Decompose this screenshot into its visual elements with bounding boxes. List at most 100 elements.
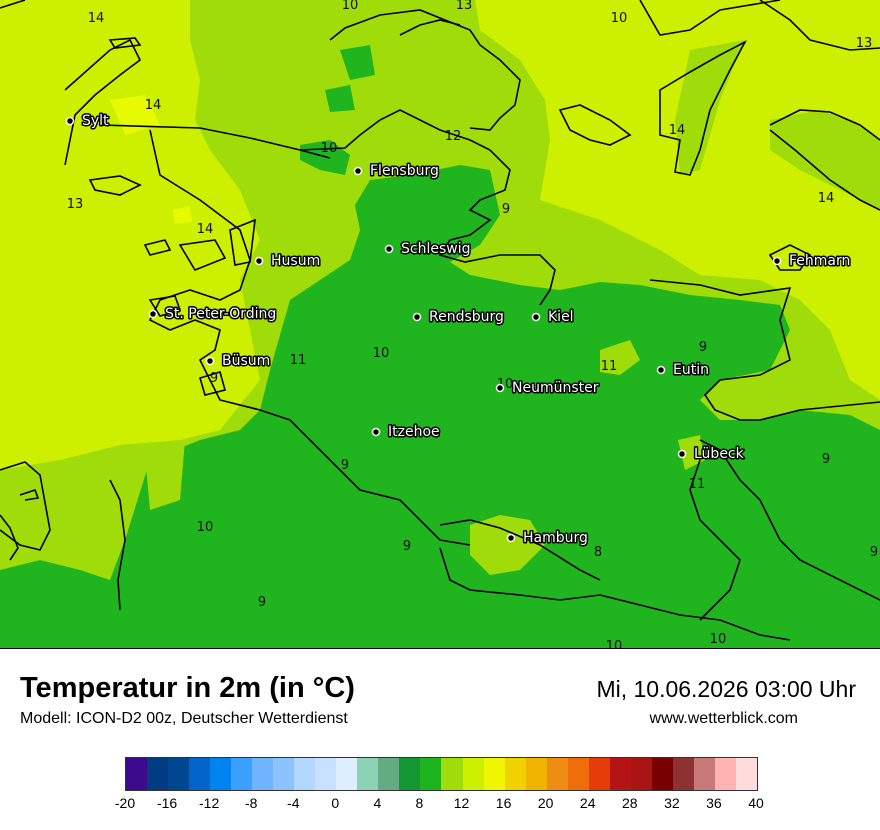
color-swatch (609, 758, 631, 790)
scale-tick-label: 28 (622, 795, 638, 811)
isotherm-label: 9 (502, 202, 510, 217)
color-swatch (252, 758, 274, 790)
city-dot (772, 256, 782, 266)
isotherm-label: 11 (290, 353, 307, 368)
color-swatch (399, 758, 421, 790)
isotherm-label: 9 (258, 595, 266, 610)
city-dot (531, 312, 541, 322)
map-canvas (0, 0, 880, 648)
city-label: Eutin (673, 362, 709, 378)
color-swatch (735, 758, 757, 790)
scale-tick-label: 24 (579, 795, 596, 811)
scale-tick-label: 4 (373, 795, 382, 811)
isotherm-label: 13 (456, 0, 473, 13)
city-marker: Lübeck (677, 445, 746, 464)
color-swatch (714, 758, 736, 790)
city-dot (384, 244, 394, 254)
city-dot (656, 365, 666, 375)
city-marker: Eutin (656, 361, 710, 380)
isotherm-label: 9 (699, 340, 707, 355)
isotherm-label: 14 (145, 98, 162, 113)
isotherm-label: 13 (67, 197, 84, 212)
city-marker: St. Peter-Ording (148, 305, 278, 324)
isotherm-label: 14 (669, 123, 686, 138)
color-swatch (357, 758, 379, 790)
zone-12-inland (600, 340, 640, 375)
city-marker: Itzehoe (371, 423, 441, 442)
city-dot (371, 427, 381, 437)
city-label: Fehmarn (789, 253, 850, 269)
city-dot (506, 533, 516, 543)
scale-tick-label: -4 (287, 795, 300, 811)
city-marker: Sylt (65, 112, 111, 131)
model-info: Modell: ICON-D2 00z, Deutscher Wetterdie… (20, 710, 348, 727)
zone-12-northeast (770, 110, 880, 210)
forecast-datetime: Mi, 10.06.2026 03:00 Uhr (596, 676, 856, 702)
color-scale-ticks: -20 -16 -12 -8 -4 0 4 8 12 16 20 24 28 32 36 40 (0, 795, 880, 815)
isotherm-label: 9 (870, 545, 878, 560)
color-swatch (462, 758, 484, 790)
city-marker: Neumünster (495, 379, 600, 398)
city-label: Hamburg (523, 530, 588, 546)
city-label: Rendsburg (429, 309, 504, 325)
color-swatch (315, 758, 337, 790)
isotherm-label: 10 (710, 632, 727, 647)
city-marker: Husum (254, 252, 322, 271)
isotherm-label: 8 (594, 545, 602, 560)
isotherm-label: 13 (856, 36, 873, 51)
color-swatch (189, 758, 211, 790)
color-swatch (231, 758, 253, 790)
city-label: Neumünster (512, 380, 599, 396)
isotherm-label: 10 (321, 141, 338, 156)
zone-12-west (145, 440, 185, 510)
zone-10-top2 (325, 85, 355, 112)
zone-12-luebeck (678, 435, 705, 470)
color-swatch (504, 758, 526, 790)
scale-tick-label: -8 (244, 795, 258, 811)
city-label: Flensburg (370, 163, 439, 179)
coastlines (0, 0, 880, 641)
city-label: Lübeck (694, 446, 745, 462)
isotherm-label: 9 (822, 452, 830, 467)
color-swatch (588, 758, 610, 790)
color-scale (125, 757, 758, 791)
city-label: Husum (271, 253, 320, 269)
city-marker: Hamburg (506, 529, 589, 548)
scale-tick-label: -12 (199, 795, 220, 811)
color-swatch (651, 758, 673, 790)
scale-tick-label: 16 (495, 795, 512, 811)
scale-tick-label: 12 (453, 795, 470, 811)
city-dot (677, 449, 687, 459)
isotherm-label: 14 (197, 222, 214, 237)
color-swatch (126, 758, 148, 790)
color-swatch (546, 758, 568, 790)
city-dot (65, 116, 75, 126)
isotherm-label: 12 (445, 129, 462, 144)
city-marker: Rendsburg (412, 308, 505, 327)
map-title: Temperatur in 2m (in °C) (20, 672, 355, 704)
city-label: Schleswig (401, 241, 470, 257)
zone-12-hamburg (470, 515, 545, 575)
color-swatch (567, 758, 589, 790)
color-swatch (336, 758, 358, 790)
isotherm-label: 11 (415, 241, 432, 256)
scale-tick-label: 0 (331, 795, 340, 811)
isotherm-label: 14 (88, 11, 105, 26)
website-link[interactable]: www.wetterblick.com (649, 710, 798, 727)
color-swatch (672, 758, 694, 790)
scale-tick-label: 40 (748, 795, 764, 811)
city-label: Kiel (548, 309, 574, 325)
color-swatch (273, 758, 295, 790)
city-dot (412, 312, 422, 322)
color-swatch (693, 758, 715, 790)
scale-tick-label: -16 (156, 795, 178, 811)
color-swatch (378, 758, 400, 790)
scale-tick-label: -20 (114, 795, 136, 811)
scale-tick-label: 20 (537, 795, 554, 811)
city-label: St. Peter-Ording (165, 306, 276, 322)
isotherm-label: 10 (606, 639, 623, 648)
color-swatch (630, 758, 652, 790)
color-swatch (441, 758, 463, 790)
city-dot (254, 256, 264, 266)
color-swatch (420, 758, 442, 790)
